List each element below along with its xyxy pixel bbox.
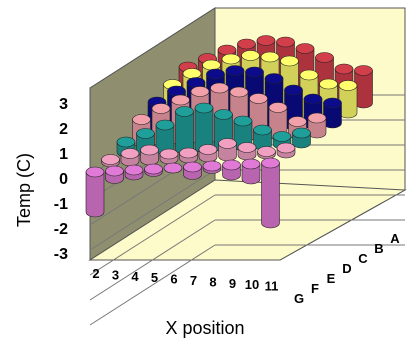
row-tick-label: B <box>374 241 383 256</box>
x-tick-label: 11 <box>265 279 279 294</box>
bar-E-9 <box>253 124 272 151</box>
y-tick-label: -2 <box>54 221 68 238</box>
bars-layer <box>85 35 373 229</box>
bar-A-11 <box>354 65 373 109</box>
bar-E-5 <box>175 106 194 155</box>
bar-E-11 <box>292 127 311 149</box>
bar-F-8 <box>218 138 237 162</box>
y-tick-labels: 3 2 1 0 -1 -2 -3 <box>54 96 68 263</box>
y-tick-label: -3 <box>54 246 68 263</box>
x-tick-label: 3 <box>112 267 119 282</box>
bar-G-9 <box>222 159 241 181</box>
y-tick-label: 1 <box>59 146 68 163</box>
bar-F-3 <box>120 148 140 167</box>
grid-line-left <box>89 244 216 326</box>
y-axis-title: Temp (C) <box>14 153 34 227</box>
bar-F-10 <box>257 146 276 160</box>
bar-G-3 <box>105 165 124 184</box>
x-tick-label: 7 <box>190 273 197 288</box>
x-tick-label: 6 <box>170 272 177 287</box>
bar-F-11 <box>276 142 296 159</box>
row-tick-label: C <box>358 251 368 266</box>
x-tick-label: 8 <box>209 274 216 289</box>
row-tick-label: A <box>390 231 400 246</box>
x-axis-title: X position <box>165 318 244 338</box>
x-tick-labels: 2 3 4 5 6 7 8 9 10 11 <box>92 266 278 294</box>
bar-F-5 <box>159 148 179 165</box>
bar-G-7 <box>183 161 202 180</box>
x-tick-label: 4 <box>131 269 139 284</box>
bar-G-6 <box>163 162 183 174</box>
bar-F-9 <box>237 142 257 161</box>
y-tick-label: 0 <box>59 171 68 188</box>
x-tick-label: 9 <box>229 276 236 291</box>
row-tick-label: G <box>294 291 304 306</box>
row-tick-label: F <box>311 281 319 296</box>
bar-G-4 <box>124 164 144 181</box>
bar-G-2 <box>85 166 105 218</box>
row-tick-label: E <box>327 271 336 286</box>
bar-D-11 <box>307 112 327 139</box>
x-tick-label: 5 <box>151 270 158 285</box>
x-tick-label: 2 <box>92 266 99 281</box>
bar-F-6 <box>179 147 198 164</box>
bar-F-4 <box>140 144 159 166</box>
grid-line-left <box>89 169 216 251</box>
y-tick-label: 3 <box>59 96 68 113</box>
bar-G-11 <box>261 157 280 229</box>
bar-F-7 <box>198 144 218 163</box>
grid-line-left <box>89 219 216 301</box>
x-tick-label: 10 <box>245 277 259 292</box>
row-tick-label: D <box>342 261 351 276</box>
bar-G-5 <box>144 163 163 177</box>
bar-G-10 <box>241 158 261 185</box>
y-tick-label: -1 <box>54 196 68 213</box>
bar-B-11 <box>338 80 358 119</box>
bar-F-2 <box>101 154 120 168</box>
y-tick-label: 2 <box>59 121 68 138</box>
bar-G-8 <box>202 160 222 174</box>
grid-line-left <box>89 194 216 276</box>
